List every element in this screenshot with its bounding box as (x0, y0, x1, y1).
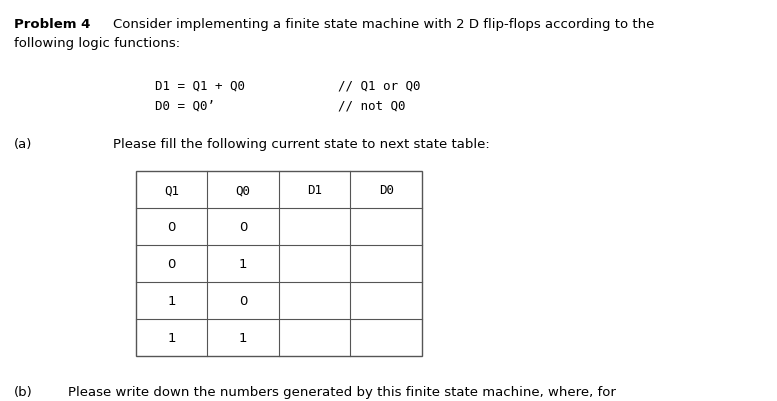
Text: D0: D0 (378, 184, 394, 197)
Bar (136, 172, 422, 356)
Text: (b): (b) (14, 385, 33, 398)
Text: 0: 0 (168, 221, 176, 234)
Text: Please fill the following current state to next state table:: Please fill the following current state … (113, 138, 490, 150)
Text: Consider implementing a finite state machine with 2 D flip-flops according to th: Consider implementing a finite state mac… (113, 18, 654, 31)
Text: Please write down the numbers generated by this finite state machine, where, for: Please write down the numbers generated … (68, 385, 616, 398)
Text: // not Q0: // not Q0 (338, 99, 406, 112)
Text: 0: 0 (239, 221, 247, 234)
Text: D1: D1 (307, 184, 322, 197)
Text: 0: 0 (239, 295, 247, 308)
Text: Q1: Q1 (164, 184, 179, 197)
Text: // Q1 or Q0: // Q1 or Q0 (338, 80, 420, 93)
Text: D0 = Q0’: D0 = Q0’ (155, 99, 215, 112)
Text: 1: 1 (239, 258, 247, 271)
Text: Q0: Q0 (235, 184, 251, 197)
Text: 0: 0 (168, 258, 176, 271)
Text: D1 = Q1 + Q0: D1 = Q1 + Q0 (155, 80, 246, 93)
Text: following logic functions:: following logic functions: (14, 37, 180, 50)
Text: 1: 1 (168, 295, 176, 308)
Text: 1: 1 (168, 332, 176, 344)
Text: 1: 1 (239, 332, 247, 344)
Text: Problem 4: Problem 4 (14, 18, 90, 31)
Text: (a): (a) (14, 138, 33, 150)
